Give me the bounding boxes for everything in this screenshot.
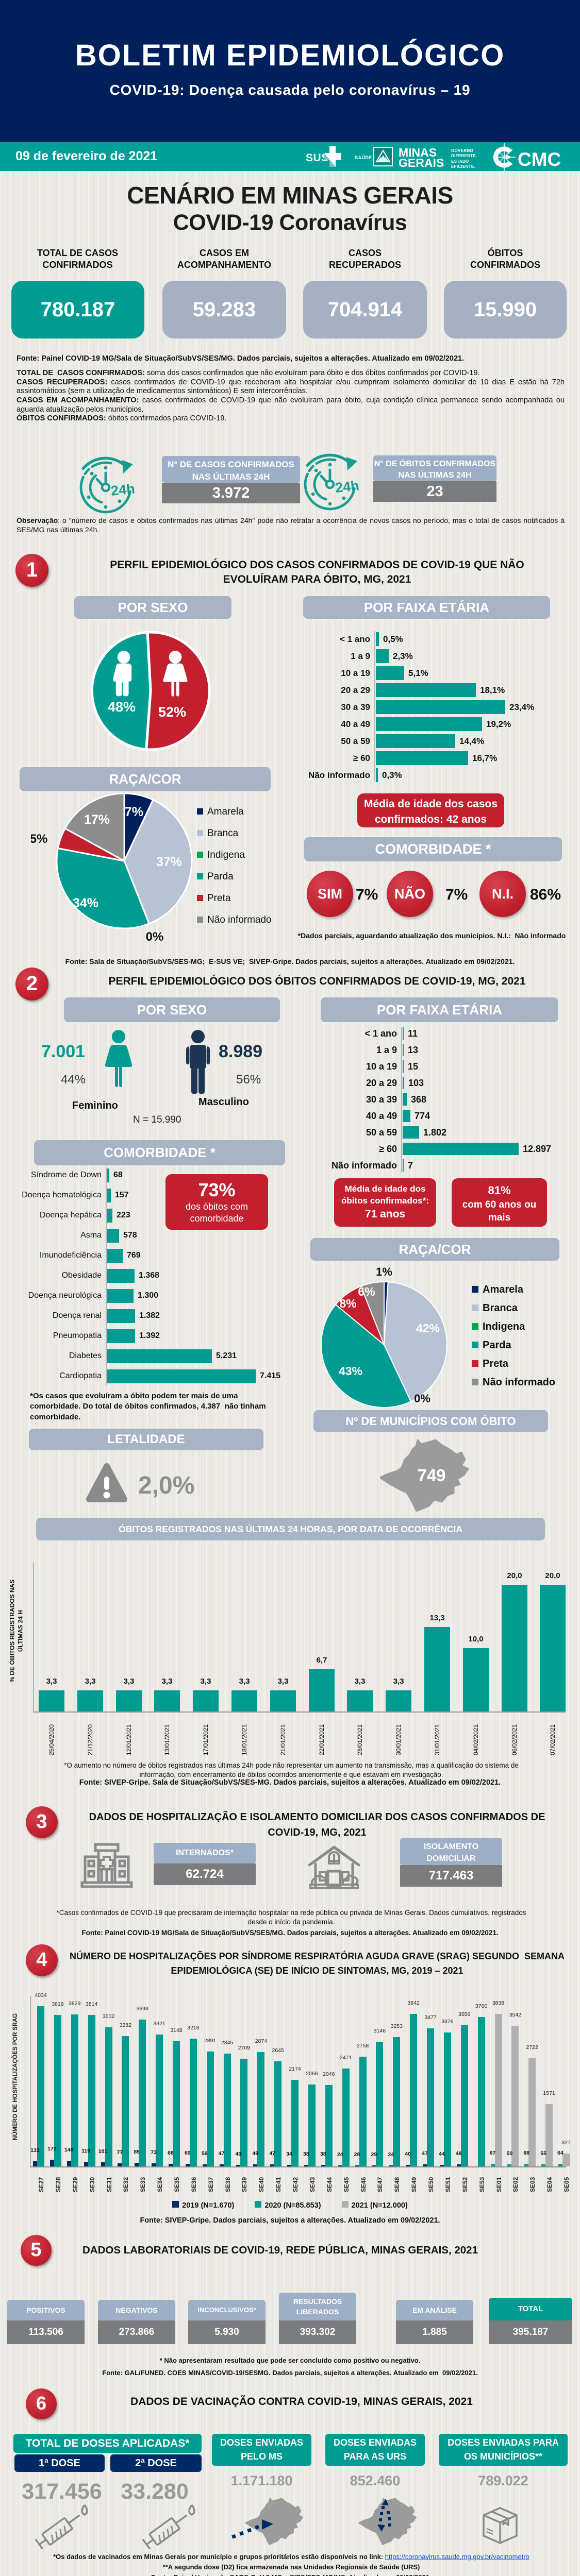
svg-text:Preta: Preta bbox=[207, 893, 231, 904]
svg-text:43%: 43% bbox=[339, 1364, 362, 1378]
svg-text:Branca: Branca bbox=[483, 1302, 518, 1314]
svg-text:Amarela: Amarela bbox=[207, 806, 244, 817]
svg-text:Preta: Preta bbox=[483, 1358, 509, 1369]
svg-text:Não informado: Não informado bbox=[207, 914, 272, 925]
svg-text:Indigena: Indigena bbox=[207, 850, 245, 860]
svg-text:52%: 52% bbox=[158, 704, 186, 720]
svg-text:0%: 0% bbox=[414, 1392, 430, 1405]
svg-text:6%: 6% bbox=[358, 1285, 375, 1298]
svg-text:37%: 37% bbox=[156, 855, 182, 869]
svg-text:Amarela: Amarela bbox=[483, 1284, 524, 1295]
svg-text:17%: 17% bbox=[84, 812, 110, 827]
svg-text:24h: 24h bbox=[110, 481, 136, 499]
svg-text:Branca: Branca bbox=[207, 828, 239, 839]
svg-text:1%: 1% bbox=[376, 1265, 392, 1278]
svg-text:5%: 5% bbox=[31, 832, 47, 846]
svg-text:24h: 24h bbox=[335, 478, 360, 496]
svg-text:Parda: Parda bbox=[207, 871, 234, 882]
svg-text:8%: 8% bbox=[339, 1297, 356, 1310]
svg-text:Parda: Parda bbox=[483, 1340, 511, 1351]
svg-text:Não informado: Não informado bbox=[483, 1377, 555, 1388]
svg-text:749: 749 bbox=[417, 1466, 445, 1485]
svg-text:42%: 42% bbox=[416, 1321, 440, 1335]
svg-text:7%: 7% bbox=[125, 805, 143, 819]
svg-text:0%: 0% bbox=[146, 930, 164, 944]
svg-text:34%: 34% bbox=[73, 896, 98, 910]
svg-text:48%: 48% bbox=[108, 699, 136, 715]
svg-text:Indigena: Indigena bbox=[483, 1321, 525, 1332]
